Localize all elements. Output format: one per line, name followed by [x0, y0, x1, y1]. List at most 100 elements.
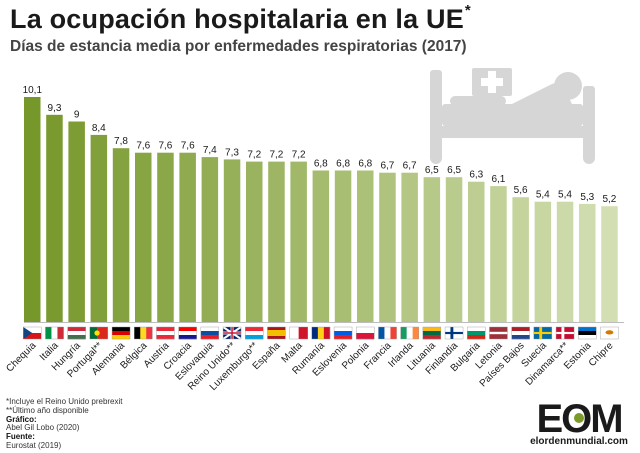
bar	[379, 172, 396, 322]
bar-chart: 10,1 9,3 9 8,4 7,8 7,6 7,6 7,6 7,4 7,3 7,2 7,2 7,2 6,…	[4, 68, 624, 393]
uk-flag	[222, 326, 242, 340]
bar	[223, 159, 241, 322]
bar	[246, 161, 263, 322]
denmark-flag	[555, 326, 575, 340]
bar	[579, 203, 596, 322]
cyprus-flag	[600, 326, 619, 340]
bar	[290, 161, 307, 322]
value-label: 7,6	[181, 141, 195, 152]
value-label: 7,6	[158, 141, 172, 152]
bar	[312, 170, 330, 322]
austria-flag	[156, 326, 175, 340]
bar	[201, 157, 219, 322]
title-text: La ocupación hospitalaria en la UE	[10, 4, 464, 34]
sweden-flag	[533, 326, 553, 340]
bar	[157, 152, 174, 322]
poland-flag	[356, 326, 375, 340]
lithuania-flag	[422, 326, 442, 340]
flags-group	[23, 326, 619, 340]
bar	[90, 134, 108, 322]
value-label: 7,2	[247, 150, 261, 161]
belgium-flag	[134, 326, 153, 340]
value-label: 8,4	[92, 123, 106, 134]
bar	[601, 206, 618, 322]
value-label: 6,7	[380, 161, 394, 172]
bar	[512, 197, 529, 322]
bar	[445, 177, 463, 322]
czech-flag	[23, 326, 42, 340]
value-label: 7,8	[114, 136, 128, 147]
value-label: 6,8	[336, 159, 350, 170]
bar	[46, 114, 63, 322]
bar	[534, 201, 552, 322]
category-label: Chipre	[587, 340, 616, 369]
bar	[68, 121, 85, 322]
value-label: 7,2	[269, 150, 283, 161]
footnotes: *Incluye el Reino Unido prebrexit **Últi…	[6, 397, 123, 451]
value-label: 6,8	[358, 159, 372, 170]
value-label: 7,6	[136, 141, 150, 152]
malta-flag	[289, 326, 308, 340]
graphic-label: Gráfico:	[6, 414, 37, 424]
bar	[357, 170, 374, 322]
value-label: 6,8	[314, 159, 328, 170]
value-label: 6,3	[469, 170, 483, 181]
value-label: 7,2	[292, 150, 306, 161]
value-label: 9	[74, 110, 80, 121]
value-label: 6,1	[491, 174, 505, 185]
eom-logo-mark: EOM	[536, 397, 623, 441]
hungary-flag	[67, 326, 86, 340]
footnote-uk: *Incluye el Reino Unido prebrexit	[6, 397, 123, 406]
italy-flag	[45, 326, 64, 340]
value-label: 6,5	[447, 165, 461, 176]
chart-subtitle: Días de estancia media por enfermedades …	[10, 38, 467, 55]
bar	[423, 177, 441, 322]
bar	[135, 152, 152, 322]
finland-flag	[444, 326, 464, 340]
eom-logo: EOM elordenmundial.com	[519, 394, 639, 452]
netherlands-flag	[511, 326, 530, 340]
bar	[179, 152, 196, 322]
bar	[112, 148, 130, 322]
bar	[268, 161, 285, 322]
hospital-bed-icon	[430, 68, 595, 164]
value-label: 5,3	[580, 192, 594, 203]
croatia-flag	[178, 326, 197, 340]
estonia-flag	[578, 326, 597, 340]
spain-flag	[267, 326, 286, 340]
bulgaria-flag	[467, 326, 486, 340]
slovenia-flag	[333, 326, 353, 340]
value-label: 9,3	[48, 103, 62, 114]
value-label: 7,4	[203, 145, 217, 156]
value-label: 5,6	[514, 185, 528, 196]
value-label: 5,4	[536, 190, 550, 201]
category-labels-group: Chequia ItaliaHungríaPortugal**AlemaniaBé…	[4, 340, 616, 393]
france-flag	[378, 326, 397, 340]
category-label: Chequia	[4, 340, 38, 374]
source-label: Fuente:	[6, 432, 35, 442]
source-name: Eurostat (2019)	[6, 440, 62, 450]
value-label: 5,2	[602, 194, 616, 205]
luxembourg-flag	[245, 326, 264, 340]
bar	[401, 172, 418, 322]
bar	[24, 97, 41, 322]
footnote-last-year: **Último año disponible	[6, 405, 89, 415]
value-label: 7,3	[225, 147, 239, 158]
chart-title: La ocupación hospitalaria en la UE*	[10, 2, 471, 35]
bar	[468, 181, 485, 322]
germany-flag	[111, 326, 131, 340]
value-label: 10,1	[23, 85, 43, 96]
title-asterisk: *	[464, 2, 471, 19]
latvia-flag	[489, 326, 508, 340]
value-label: 6,5	[425, 165, 439, 176]
website-text: elordenmundial.com	[530, 436, 628, 447]
value-label: 5,4	[558, 190, 572, 201]
bar	[556, 201, 574, 322]
graphic-author: Abel Gil Lobo (2020)	[6, 423, 80, 433]
value-label: 6,7	[403, 161, 417, 172]
romania-flag	[311, 326, 331, 340]
slovakia-flag	[200, 326, 220, 340]
bar	[490, 186, 507, 322]
bar	[334, 170, 352, 322]
bars-group	[24, 97, 618, 322]
